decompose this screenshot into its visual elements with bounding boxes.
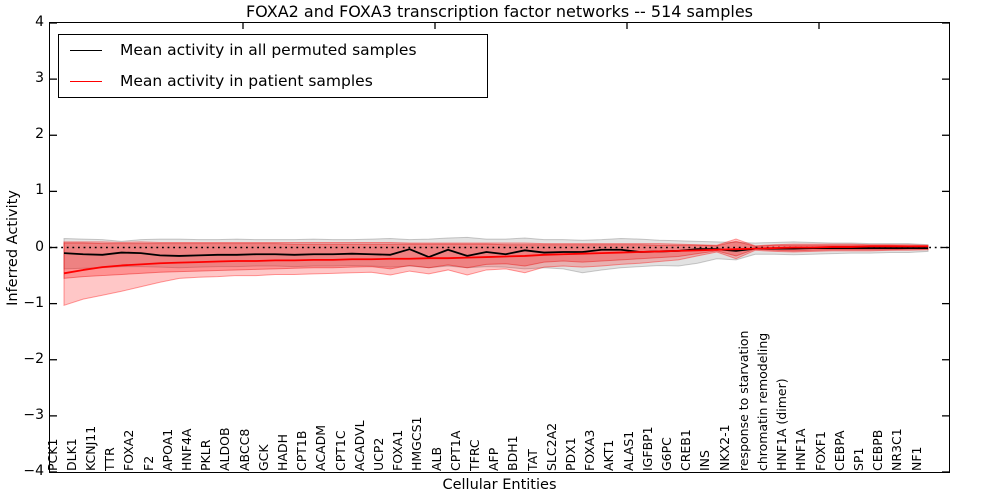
- x-tick-label: ALB: [428, 446, 444, 471]
- x-tick-label: AKT1: [601, 439, 617, 471]
- band-patient-samples-range-outer: [63, 238, 929, 306]
- x-tick-label: HNF1A (dimer): [774, 378, 790, 471]
- x-tick-label: chromatin remodeling: [754, 332, 770, 471]
- x-tick-label: CPT1B: [294, 430, 310, 471]
- legend-entry-permuted: Mean activity in all permuted samples: [59, 35, 487, 66]
- x-tick-label: HADH: [274, 434, 290, 471]
- x-tick-label: NR3C1: [889, 428, 905, 471]
- x-tick-label: SLC2A2: [543, 422, 559, 471]
- y-tick-label: 0: [35, 238, 44, 255]
- x-axis-title: Cellular Entities: [442, 477, 557, 493]
- y-tick-label: −4: [23, 463, 44, 479]
- x-tick-label: FOXF1: [812, 431, 828, 471]
- x-tick-label: PCK1: [44, 438, 60, 471]
- x-tick-label: APOA1: [159, 428, 175, 471]
- x-tick-label: ABCC8: [236, 428, 252, 471]
- y-tick-label: 4: [35, 14, 44, 30]
- x-tick-label: NKX2-1: [716, 424, 732, 471]
- chart-title: FOXA2 and FOXA3 transcription factor net…: [245, 2, 754, 21]
- y-axis-title: Inferred Activity: [5, 189, 21, 306]
- x-tick-label: HNF4A: [178, 428, 194, 471]
- legend-label: Mean activity in patient samples: [120, 71, 373, 90]
- x-tick-label: DLK1: [63, 438, 79, 471]
- x-tick-label: BDH1: [505, 435, 521, 471]
- y-tick-label: 3: [35, 70, 44, 87]
- x-tick-label: CEBPB: [870, 429, 886, 471]
- y-tick-label: 2: [35, 126, 44, 143]
- legend: Mean activity in all permuted samples Me…: [58, 34, 488, 98]
- legend-line-sample-red: [70, 81, 102, 82]
- x-tick-label: HMGCS1: [409, 416, 425, 472]
- x-tick-label: FOXA2: [121, 429, 137, 471]
- x-tick-label: ACADM: [313, 424, 329, 471]
- band-permuted-samples-range: [63, 236, 929, 274]
- y-tick-label: −3: [23, 406, 44, 423]
- x-tick-label: TTR: [102, 447, 118, 471]
- x-tick-label: KCNJ11: [82, 425, 98, 471]
- plot-area: PCK1 DLK1 KCNJ11 TTR FOXA2 F2 APOA1 HNF4A PKLR AL…: [44, 22, 950, 473]
- x-tick-label: CPT1C: [332, 430, 348, 471]
- legend-entry-patient: Mean activity in patient samples: [59, 66, 487, 97]
- x-tick-label: CEBPA: [831, 430, 847, 472]
- x-tick-label: FOXA3: [582, 429, 598, 471]
- x-tick-label: CREB1: [678, 429, 694, 471]
- x-tick-label: ALAS1: [620, 430, 636, 471]
- legend-line-sample-black: [70, 50, 102, 51]
- x-tick-label: ACADVL: [351, 420, 367, 471]
- x-tick-label: TFRC: [466, 439, 482, 471]
- x-tick-label: F2: [140, 455, 156, 471]
- x-tick-label: IGFBP1: [639, 426, 655, 471]
- x-tick-label: ALDOB: [217, 427, 233, 471]
- x-tick-label: TAT: [524, 449, 540, 471]
- y-tick-label: −1: [23, 294, 44, 311]
- x-tick-label: AFP: [486, 447, 502, 471]
- x-tick-label: G6PC: [658, 437, 674, 471]
- series-line-patient: [63, 245, 928, 275]
- plot-canvas: [50, 23, 949, 472]
- x-tick-label: UCP2: [370, 437, 386, 471]
- x-tick-label: INS: [697, 450, 713, 471]
- x-tick-label: CPT1A: [447, 430, 463, 471]
- x-tick-label: SP1: [850, 447, 866, 471]
- x-tick-label: PKLR: [198, 439, 214, 471]
- x-tick-label: GCK: [255, 444, 271, 471]
- y-axis-title-wrap: Inferred Activity: [0, 22, 26, 473]
- legend-label: Mean activity in all permuted samples: [120, 40, 417, 59]
- x-tick-label: FOXA1: [390, 429, 406, 471]
- x-tick-label: response to starvation: [735, 330, 751, 472]
- y-tick-label: 1: [35, 182, 44, 199]
- x-tick-label: NF1: [908, 446, 924, 472]
- x-tick-label: HNF1A: [793, 428, 809, 471]
- y-tick-label: −2: [23, 350, 44, 367]
- x-tick-label: PDX1: [562, 437, 578, 471]
